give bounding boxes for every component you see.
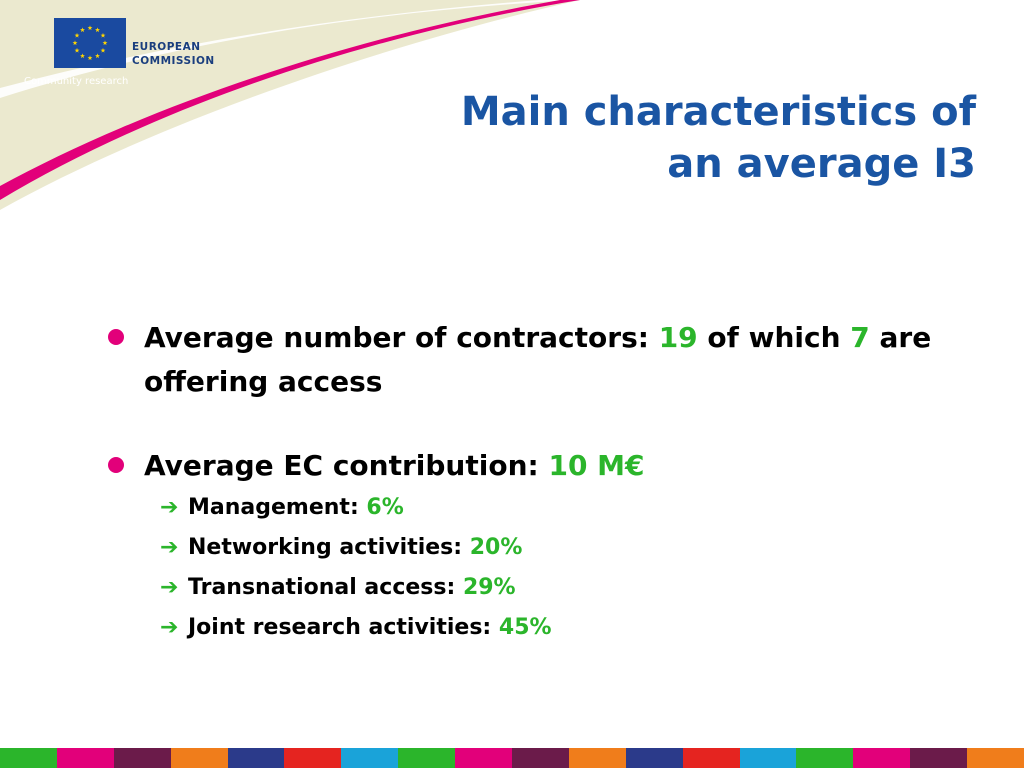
strip-segment [568,748,626,768]
access-offering-count: 7 [850,321,870,354]
header-swoosh [0,0,580,210]
community-research-tagline: Community research [24,76,129,87]
bullet-ec-contribution: Average EC contribution: 10 M€ [108,444,988,488]
bottom-color-strip [0,748,1024,768]
strip-segment [227,748,285,768]
strip-segment [853,748,911,768]
eu-star-icon [72,40,78,46]
contractors-count: 19 [658,321,698,354]
eu-star-icon [95,27,100,33]
strip-segment [398,748,456,768]
sub-item-management: ➔ Management: 6% [160,488,988,528]
eu-star-icon [87,25,93,31]
slide-title-line2: an average I3 [667,141,976,187]
eu-star-icon [80,53,85,59]
strip-segment [796,748,854,768]
sub-item-joint-research: ➔ Joint research activities: 45% [160,608,988,648]
strip-segment [625,748,683,768]
strip-segment [910,748,968,768]
strip-segment [284,748,342,768]
logo-line-european: EUROPEAN [132,41,201,53]
green-arrow-icon: ➔ [160,615,179,640]
slide-title: Main characteristics of an average I3 [276,86,976,190]
pink-dot-icon [108,329,124,345]
eu-star-icon [87,55,93,61]
slide-title-line1: Main characteristics of [460,89,976,135]
strip-segment [512,748,569,768]
eu-flag-icon [54,18,126,68]
strip-segment [739,748,797,768]
green-arrow-icon: ➔ [160,495,179,520]
eu-star-icon [100,47,106,53]
strip-segment [682,748,740,768]
strip-segment [56,748,114,768]
contribution-breakdown: ➔ Management: 6% ➔ Networking activities… [160,488,988,648]
bullet-contractors: Average number of contractors: 19 of whi… [108,316,988,404]
eu-star-icon [100,32,106,38]
green-arrow-icon: ➔ [160,575,179,600]
strip-segment [455,748,513,768]
eu-star-icon [95,53,100,59]
strip-segment [170,748,228,768]
ec-contribution-amount: 10 M€ [548,449,645,482]
logo-text: EUROPEAN COMMISSION [132,40,215,68]
eu-star-icon [80,27,85,33]
eu-star-icon [74,47,80,53]
strip-segment [113,748,171,768]
strip-segment [967,748,1024,768]
pink-dot-icon [108,457,124,473]
eu-star-icon [74,32,80,38]
strip-segment [0,748,57,768]
sub-item-transnational: ➔ Transnational access: 29% [160,568,988,608]
strip-segment [341,748,399,768]
sub-item-networking: ➔ Networking activities: 20% [160,528,988,568]
green-arrow-icon: ➔ [160,535,179,560]
eu-star-icon [102,40,108,46]
slide-content: Average number of contractors: 19 of whi… [108,316,988,648]
logo-line-commission: COMMISSION [132,55,215,67]
